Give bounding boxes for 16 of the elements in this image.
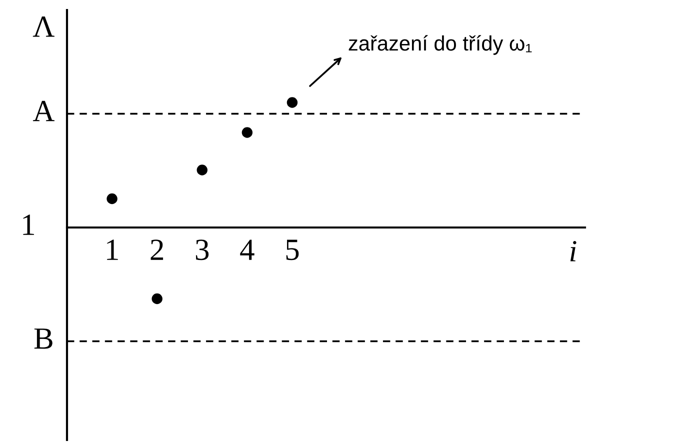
x-tick-label: 2 (150, 240, 164, 260)
x-tick-label: 4 (240, 240, 254, 260)
ref-line-label: B (34, 328, 52, 349)
point (196, 164, 208, 176)
y-axis-title: Λ (32, 16, 54, 37)
point (152, 293, 162, 304)
point (286, 97, 298, 108)
x-tick-label: 3 (196, 240, 209, 260)
x-tick-label: 1 (107, 240, 118, 260)
point (106, 193, 118, 204)
text: zařazení do třídy ω₁ (348, 35, 532, 55)
ref-line-label: A (32, 100, 54, 122)
x-axis-title: i (570, 240, 576, 262)
x-tick-label: 5 (286, 240, 299, 260)
point (242, 127, 253, 138)
text: 1 (23, 214, 34, 235)
